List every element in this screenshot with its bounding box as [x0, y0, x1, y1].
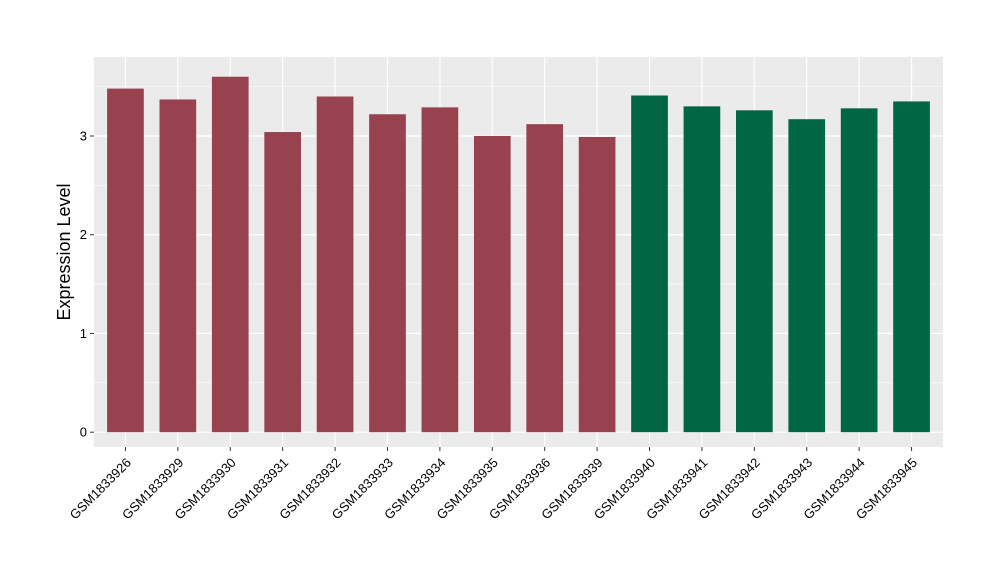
bar-GSM1833930 [211, 76, 249, 433]
bar-GSM1833940 [631, 95, 668, 433]
bar-GSM1833931 [264, 132, 302, 433]
bar-GSM1833945 [893, 101, 930, 433]
y-tick-label: 3 [80, 128, 87, 143]
bar-GSM1833926 [107, 88, 144, 433]
y-tick-label: 1 [80, 326, 87, 341]
bar-GSM1833933 [369, 114, 406, 433]
bar-GSM1833935 [473, 135, 511, 433]
bar-GSM1833944 [840, 108, 878, 433]
y-tick-label: 2 [80, 227, 87, 242]
y-axis: 0 1 2 3 [80, 128, 94, 440]
bar-GSM1833943 [788, 119, 826, 433]
bar-GSM1833941 [683, 106, 721, 433]
bar-GSM1833932 [316, 96, 354, 433]
bar-GSM1833936 [526, 124, 564, 433]
y-axis-title: Expression Level [54, 183, 74, 320]
bar-GSM1833934 [421, 107, 459, 433]
bars [107, 76, 930, 433]
bar-GSM1833929 [159, 99, 197, 433]
bar-GSM1833942 [735, 110, 773, 433]
y-tick-label: 0 [80, 425, 87, 440]
bar-GSM1833939 [578, 136, 616, 433]
x-axis: GSM1833926GSM1833929GSM1833930GSM1833931… [67, 447, 920, 522]
